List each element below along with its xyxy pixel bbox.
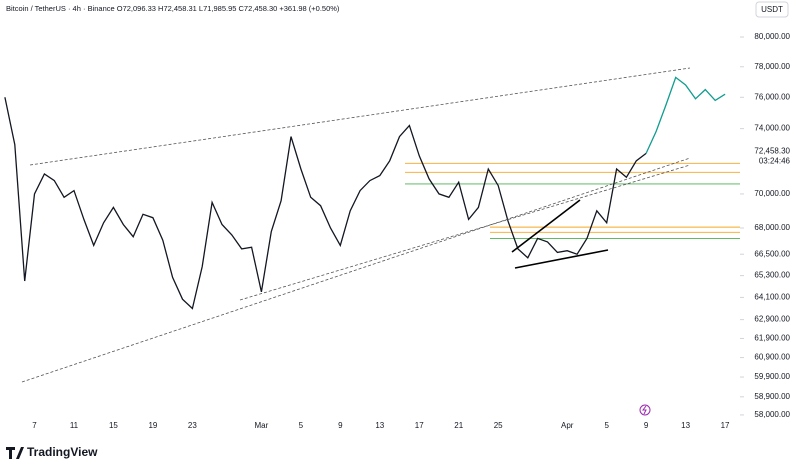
legend-header: Bitcoin / TetherUS · 4h · Binance O72,09… [6,4,340,13]
x-tick-label: 5 [299,421,304,430]
x-tick-label: 5 [604,421,609,430]
x-tick-label: 25 [494,421,503,430]
y-tick-label: 58,900.00 [754,392,790,401]
triangle-line [511,199,581,253]
event-icon-bolt [642,405,647,415]
trendline [21,157,691,383]
y-tick-label: 76,000.00 [754,92,790,101]
plot [4,76,740,310]
y-tick-label: 64,100.00 [754,293,790,302]
y-tick-label: 70,000.00 [754,189,790,198]
y-tick-label: 66,500.00 [754,249,790,258]
x-tick-label: 7 [32,421,37,430]
y-tick-label: 80,000.00 [754,32,790,41]
x-tick-label: 21 [454,421,463,430]
trendlines [21,67,691,383]
x-tick-label: 19 [148,421,157,430]
y-tick-label: 58,000.00 [754,410,790,419]
event-icon[interactable] [639,404,651,416]
price-line [645,76,726,154]
x-tick-label: Mar [255,421,269,430]
x-tick-label: 9 [338,421,343,430]
x-tick-label: 13 [681,421,690,430]
y-tick-label: 61,900.00 [754,334,790,343]
x-tick-label: 17 [415,421,424,430]
x-tick-label: 9 [644,421,649,430]
triangle-line [514,249,609,269]
x-tick-label: 23 [188,421,197,430]
price-line [4,97,647,310]
last-price-box [742,146,798,169]
y-tick-label: 65,300.00 [754,271,790,280]
unit-box[interactable] [755,1,789,18]
logo: TradingView [6,445,98,459]
y-tick-label: 60,900.00 [754,353,790,362]
trendline [239,164,691,301]
last-price-label: 72,458.30 [754,146,790,155]
y-tick-label: 62,900.00 [754,315,790,324]
price-scale-unit[interactable]: USDT [761,5,783,14]
brand: TradingView [27,445,98,459]
y-tick-label: 78,000.00 [754,62,790,71]
x-tick-label: 15 [109,421,118,430]
logo-mark [6,447,24,459]
countdown: 03:24:46 [759,156,791,165]
x-tick-label: Apr [561,421,574,430]
x-tick-label: 17 [721,421,730,430]
y-tick-label: 59,900.00 [754,372,790,381]
y-tick-label: 68,000.00 [754,223,790,232]
trendline [29,67,691,166]
x-tick-label: 13 [375,421,384,430]
y-tick-label: 74,000.00 [754,124,790,133]
x-tick-label: 11 [70,421,79,430]
triangle [511,199,609,269]
